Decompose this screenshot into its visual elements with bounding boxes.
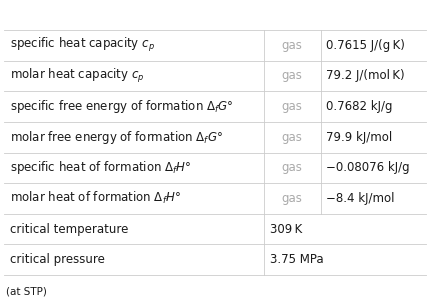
Text: specific free energy of formation $\Delta_f G°$: specific free energy of formation $\Delt… [10,98,233,115]
Text: gas: gas [282,192,302,205]
Text: molar free energy of formation $\Delta_f G°$: molar free energy of formation $\Delta_f… [10,129,223,146]
Text: 309 K: 309 K [270,223,302,235]
Text: 0.7615 J/(g K): 0.7615 J/(g K) [326,39,405,52]
Text: 0.7682 kJ/g: 0.7682 kJ/g [326,100,393,113]
Text: gas: gas [282,161,302,174]
Text: (at STP): (at STP) [6,286,47,296]
Text: −8.4 kJ/mol: −8.4 kJ/mol [326,192,395,205]
Text: gas: gas [282,100,302,113]
Text: molar heat of formation $\Delta_f H°$: molar heat of formation $\Delta_f H°$ [10,190,181,206]
Text: critical temperature: critical temperature [10,223,129,235]
Text: gas: gas [282,39,302,52]
Text: 79.2 J/(mol K): 79.2 J/(mol K) [326,70,405,82]
Text: specific heat of formation $\Delta_f H°$: specific heat of formation $\Delta_f H°$ [10,159,191,176]
Text: −0.08076 kJ/g: −0.08076 kJ/g [326,161,410,174]
Text: 79.9 kJ/mol: 79.9 kJ/mol [326,131,393,144]
Text: gas: gas [282,70,302,82]
Text: molar heat capacity $c_p$: molar heat capacity $c_p$ [10,67,144,85]
Text: critical pressure: critical pressure [10,253,105,266]
Text: 3.75 MPa: 3.75 MPa [270,253,323,266]
Text: gas: gas [282,131,302,144]
Text: specific heat capacity $c_p$: specific heat capacity $c_p$ [10,36,155,54]
